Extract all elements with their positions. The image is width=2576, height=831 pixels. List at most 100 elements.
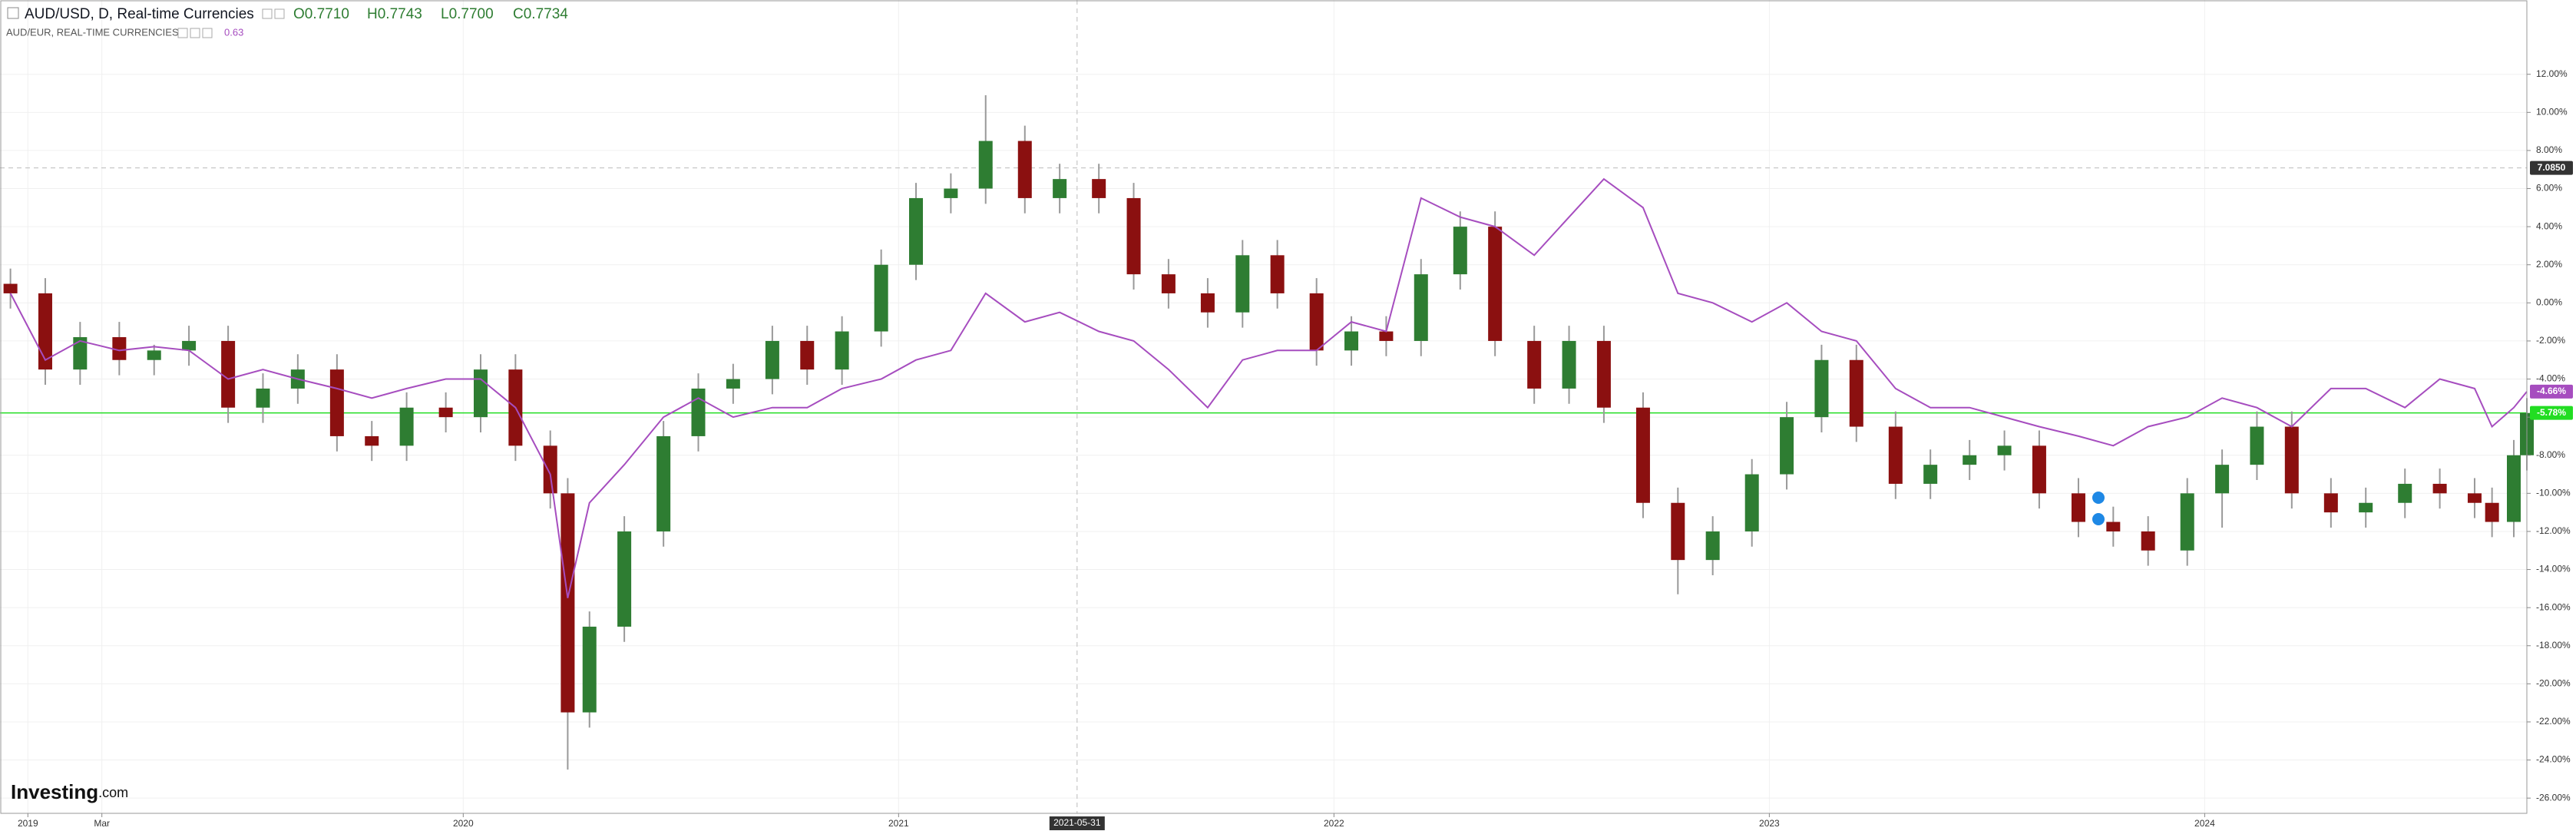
candle-body xyxy=(1344,331,1359,351)
candle-body xyxy=(182,340,197,351)
candle-body xyxy=(256,388,270,408)
candle-body xyxy=(221,340,236,408)
event-marker[interactable] xyxy=(2092,513,2105,525)
crosshair-y-label-box xyxy=(2530,161,2573,175)
candle-body xyxy=(1888,426,1903,484)
close-icon[interactable] xyxy=(202,28,213,38)
candle-body xyxy=(2106,521,2121,531)
y-tick-label: -8.00% xyxy=(2536,449,2565,460)
settings-icon[interactable] xyxy=(262,8,273,19)
close-icon[interactable] xyxy=(274,8,285,19)
plot-area xyxy=(3,95,2534,770)
candle-body xyxy=(112,336,127,360)
ohlc-close: C0.7734 xyxy=(513,6,568,22)
candle-body xyxy=(835,331,849,370)
y-tick-label: -16.00% xyxy=(2536,601,2571,612)
candle-body xyxy=(1309,293,1324,351)
y-tick-label: 6.00% xyxy=(2536,183,2562,194)
x-tick-label: 2021 xyxy=(888,818,909,829)
candle-body xyxy=(1270,255,1285,293)
candle-body xyxy=(1849,359,1863,427)
candle-body xyxy=(656,435,671,531)
x-tick-label: 2020 xyxy=(453,818,474,829)
candle-body xyxy=(438,407,453,418)
candle-body xyxy=(765,340,779,379)
candle-body xyxy=(1053,179,1067,198)
candle-body xyxy=(2071,493,2085,522)
candle-body xyxy=(2141,531,2155,551)
candle-body xyxy=(1963,455,1977,465)
hide-icon[interactable] xyxy=(190,28,200,38)
x-tick-label: 2022 xyxy=(1324,818,1344,829)
y-tick-label: 2.00% xyxy=(2536,259,2562,270)
y-tick-label: 12.00% xyxy=(2536,68,2568,79)
settings-icon[interactable] xyxy=(177,28,188,38)
candle-body xyxy=(1453,227,1467,275)
candle-body xyxy=(1705,531,1720,561)
candle-body xyxy=(2323,493,2338,513)
plot-border xyxy=(0,0,2528,814)
candle-body xyxy=(1596,340,1611,408)
candle-body xyxy=(2180,493,2194,551)
candle-body xyxy=(1235,255,1250,313)
candle-body xyxy=(2398,483,2412,503)
ohlc-open: O0.7710 xyxy=(293,6,349,22)
y-tick-label: -2.00% xyxy=(2536,335,2565,346)
candle-body xyxy=(1527,340,1542,389)
chart-title: AUD/USD, D, Real-time Currencies xyxy=(25,6,254,22)
collapse-icon[interactable] xyxy=(7,7,19,19)
candle-body xyxy=(473,369,488,418)
grid xyxy=(0,0,2527,813)
candle-body xyxy=(329,369,344,436)
candle-body xyxy=(1562,340,1576,389)
candle-body xyxy=(1379,331,1394,341)
candle-body xyxy=(1126,197,1141,275)
candle-body xyxy=(561,493,575,713)
x-tick-label: 2019 xyxy=(18,818,38,829)
brand-suffix: .com xyxy=(98,785,128,800)
crosshair-x-box xyxy=(1049,816,1105,830)
event-marker[interactable] xyxy=(2092,492,2105,504)
candle-body xyxy=(1017,141,1032,198)
y-tick-label: -4.00% xyxy=(2536,373,2565,384)
y-tick-label: -26.00% xyxy=(2536,792,2571,803)
candle-body xyxy=(800,340,815,370)
x-tick-label: Mar xyxy=(94,818,110,829)
candle-body xyxy=(2432,483,2447,494)
candle-body xyxy=(874,264,888,332)
candle-body xyxy=(1488,227,1503,341)
y-tick-label: -24.00% xyxy=(2536,754,2571,765)
candle-body xyxy=(1671,502,1685,561)
crosshair-y-label: 7.0850 xyxy=(2538,162,2566,173)
candle-body xyxy=(2467,493,2482,503)
last-value-label: -4.66% xyxy=(2537,386,2566,396)
last-price-label-box xyxy=(2530,406,2573,420)
y-tick-label: -12.00% xyxy=(2536,525,2571,536)
candle-body xyxy=(617,531,632,627)
candle-body xyxy=(73,336,88,370)
candle-body xyxy=(1414,274,1428,341)
y-tick-label: -20.00% xyxy=(2536,678,2571,689)
x-tick-label: 2023 xyxy=(1759,818,1780,829)
candle-body xyxy=(1161,274,1176,293)
candle-body xyxy=(691,388,706,436)
y-tick-label: 10.00% xyxy=(2536,106,2568,117)
candle-body xyxy=(2032,445,2046,494)
candle-body xyxy=(2284,426,2299,494)
candle-body xyxy=(1814,359,1829,418)
candle-body xyxy=(1200,293,1215,313)
candle-body xyxy=(147,350,161,360)
last-price-label: -5.78% xyxy=(2537,407,2566,418)
candle-body xyxy=(1635,407,1650,503)
candle-body xyxy=(944,188,958,198)
candle-body xyxy=(2485,502,2499,522)
candle-body xyxy=(582,626,597,713)
legend-series-2: AUD/EUR, REAL-TIME CURRENCIES xyxy=(6,26,179,38)
candle-body xyxy=(726,379,740,389)
ohlc-high: H0.7743 xyxy=(367,6,422,22)
candle-body xyxy=(1744,474,1759,531)
y-tick-label: -22.00% xyxy=(2536,716,2571,727)
series-line xyxy=(9,177,2528,598)
crosshair-x-label: 2021-05-31 xyxy=(1053,817,1101,828)
